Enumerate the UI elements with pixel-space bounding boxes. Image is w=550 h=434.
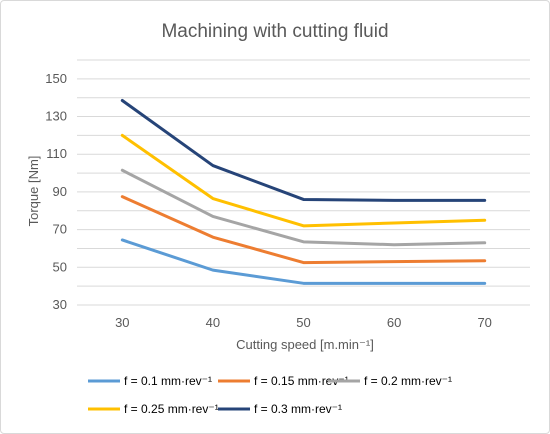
gridlines (77, 59, 530, 306)
series-line (120, 195, 487, 265)
x-tick-label: 60 (387, 315, 401, 330)
y-tick-label: 30 (53, 297, 67, 312)
y-tick-label: 50 (53, 259, 67, 274)
legend: f = 0.1 mm·rev⁻¹ f = 0.15 mm·rev⁻¹ f = 0.2… (88, 374, 452, 416)
y-tick-label: 90 (53, 184, 67, 199)
chart-title: Machining with cutting fluid (161, 21, 388, 42)
y-axis-title: Torque [Nm] (26, 156, 41, 227)
legend-label: f = 0.3 mm·rev⁻¹ (254, 402, 342, 416)
y-tick-label: 70 (53, 222, 67, 237)
x-tick-label: 40 (206, 315, 220, 330)
x-tick-label: 50 (296, 315, 310, 330)
series-line (120, 168, 487, 247)
y-tick-label: 130 (45, 109, 67, 124)
y-axis-tick-labels: 30 50 70 90 110 130 150 (45, 71, 67, 312)
x-axis-title: Cutting speed [m.min⁻¹] (236, 337, 374, 352)
legend-label: f = 0.2 mm·rev⁻¹ (364, 374, 452, 388)
series-line (120, 99, 487, 202)
series-lines (120, 99, 487, 285)
x-axis-tick-labels: 30 40 50 60 70 (115, 315, 492, 330)
y-tick-label: 150 (45, 71, 67, 86)
legend-label: f = 0.1 mm·rev⁻¹ (124, 374, 212, 388)
series-line (120, 238, 487, 285)
x-tick-label: 70 (477, 315, 491, 330)
legend-label: f = 0.25 mm·rev⁻¹ (124, 402, 219, 416)
series-line (120, 133, 487, 228)
legend-label: f = 0.15 mm·rev⁻¹ (254, 374, 349, 388)
y-tick-label: 110 (46, 146, 67, 161)
x-tick-label: 30 (115, 315, 129, 330)
